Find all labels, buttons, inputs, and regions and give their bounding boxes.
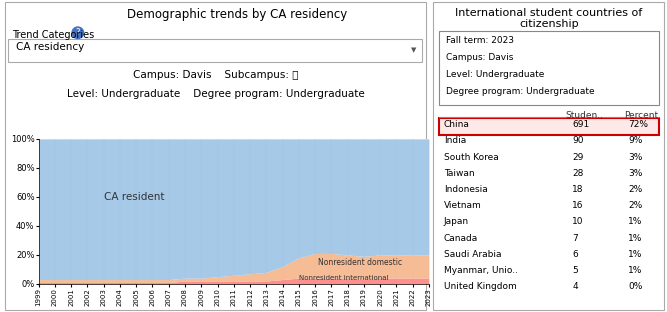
Text: 6: 6 <box>572 250 578 259</box>
Text: Level: Undergraduate    Degree program: Undergraduate: Level: Undergraduate Degree program: Und… <box>67 89 365 99</box>
Text: Campus: Davis    Subcampus: 无: Campus: Davis Subcampus: 无 <box>133 70 299 80</box>
Text: Degree program: Undergraduate: Degree program: Undergraduate <box>446 87 595 96</box>
Text: Myanmar, Unio..: Myanmar, Unio.. <box>444 266 518 275</box>
Text: 72%: 72% <box>628 120 648 129</box>
Text: 16: 16 <box>572 201 584 210</box>
Text: 0%: 0% <box>628 282 643 291</box>
Text: Canada: Canada <box>444 234 478 243</box>
FancyBboxPatch shape <box>7 39 422 62</box>
Text: India: India <box>444 136 466 145</box>
Text: 90: 90 <box>572 136 584 145</box>
Text: ▼: ▼ <box>411 47 416 53</box>
Text: 1%: 1% <box>628 217 643 227</box>
Text: CA resident: CA resident <box>104 192 164 202</box>
Text: United Kingdom: United Kingdom <box>444 282 517 291</box>
Text: 2%: 2% <box>628 185 642 194</box>
Text: Fall term: 2023: Fall term: 2023 <box>446 36 514 45</box>
Text: 1%: 1% <box>628 250 643 259</box>
Text: Level: Undergraduate: Level: Undergraduate <box>446 70 544 79</box>
Text: Studen..: Studen.. <box>566 111 603 120</box>
FancyBboxPatch shape <box>439 118 659 135</box>
Text: 3%: 3% <box>628 169 643 178</box>
Text: CA residency: CA residency <box>16 42 84 52</box>
Text: South Korea: South Korea <box>444 153 499 162</box>
Text: Vietnam: Vietnam <box>444 201 482 210</box>
Text: 1%: 1% <box>628 234 643 243</box>
FancyBboxPatch shape <box>5 2 426 310</box>
Text: Saudi Arabia: Saudi Arabia <box>444 250 502 259</box>
Text: ?: ? <box>75 28 80 37</box>
FancyBboxPatch shape <box>439 31 659 105</box>
Text: Nonresident international: Nonresident international <box>299 275 388 281</box>
Text: 10: 10 <box>572 217 584 227</box>
Text: 2%: 2% <box>628 201 642 210</box>
Text: Demographic trends by CA residency: Demographic trends by CA residency <box>127 8 348 21</box>
Text: 4: 4 <box>572 282 578 291</box>
Text: 28: 28 <box>572 169 584 178</box>
Text: 7: 7 <box>572 234 578 243</box>
Text: 691: 691 <box>572 120 590 129</box>
Text: Trend Categories: Trend Categories <box>12 30 94 40</box>
Text: 9%: 9% <box>628 136 643 145</box>
Text: Japan: Japan <box>444 217 469 227</box>
Text: Taiwan: Taiwan <box>444 169 474 178</box>
Text: Percent: Percent <box>624 111 658 120</box>
Text: International student countries of
citizenship: International student countries of citiz… <box>456 8 642 29</box>
Text: Campus: Davis: Campus: Davis <box>446 53 514 62</box>
Text: 1%: 1% <box>628 266 643 275</box>
Text: Nonresident domestic: Nonresident domestic <box>318 258 402 267</box>
Text: 18: 18 <box>572 185 584 194</box>
Text: 29: 29 <box>572 153 584 162</box>
Text: 3%: 3% <box>628 153 643 162</box>
FancyBboxPatch shape <box>434 2 664 310</box>
Text: Indonesia: Indonesia <box>444 185 488 194</box>
Text: 5: 5 <box>572 266 578 275</box>
Text: China: China <box>444 120 470 129</box>
